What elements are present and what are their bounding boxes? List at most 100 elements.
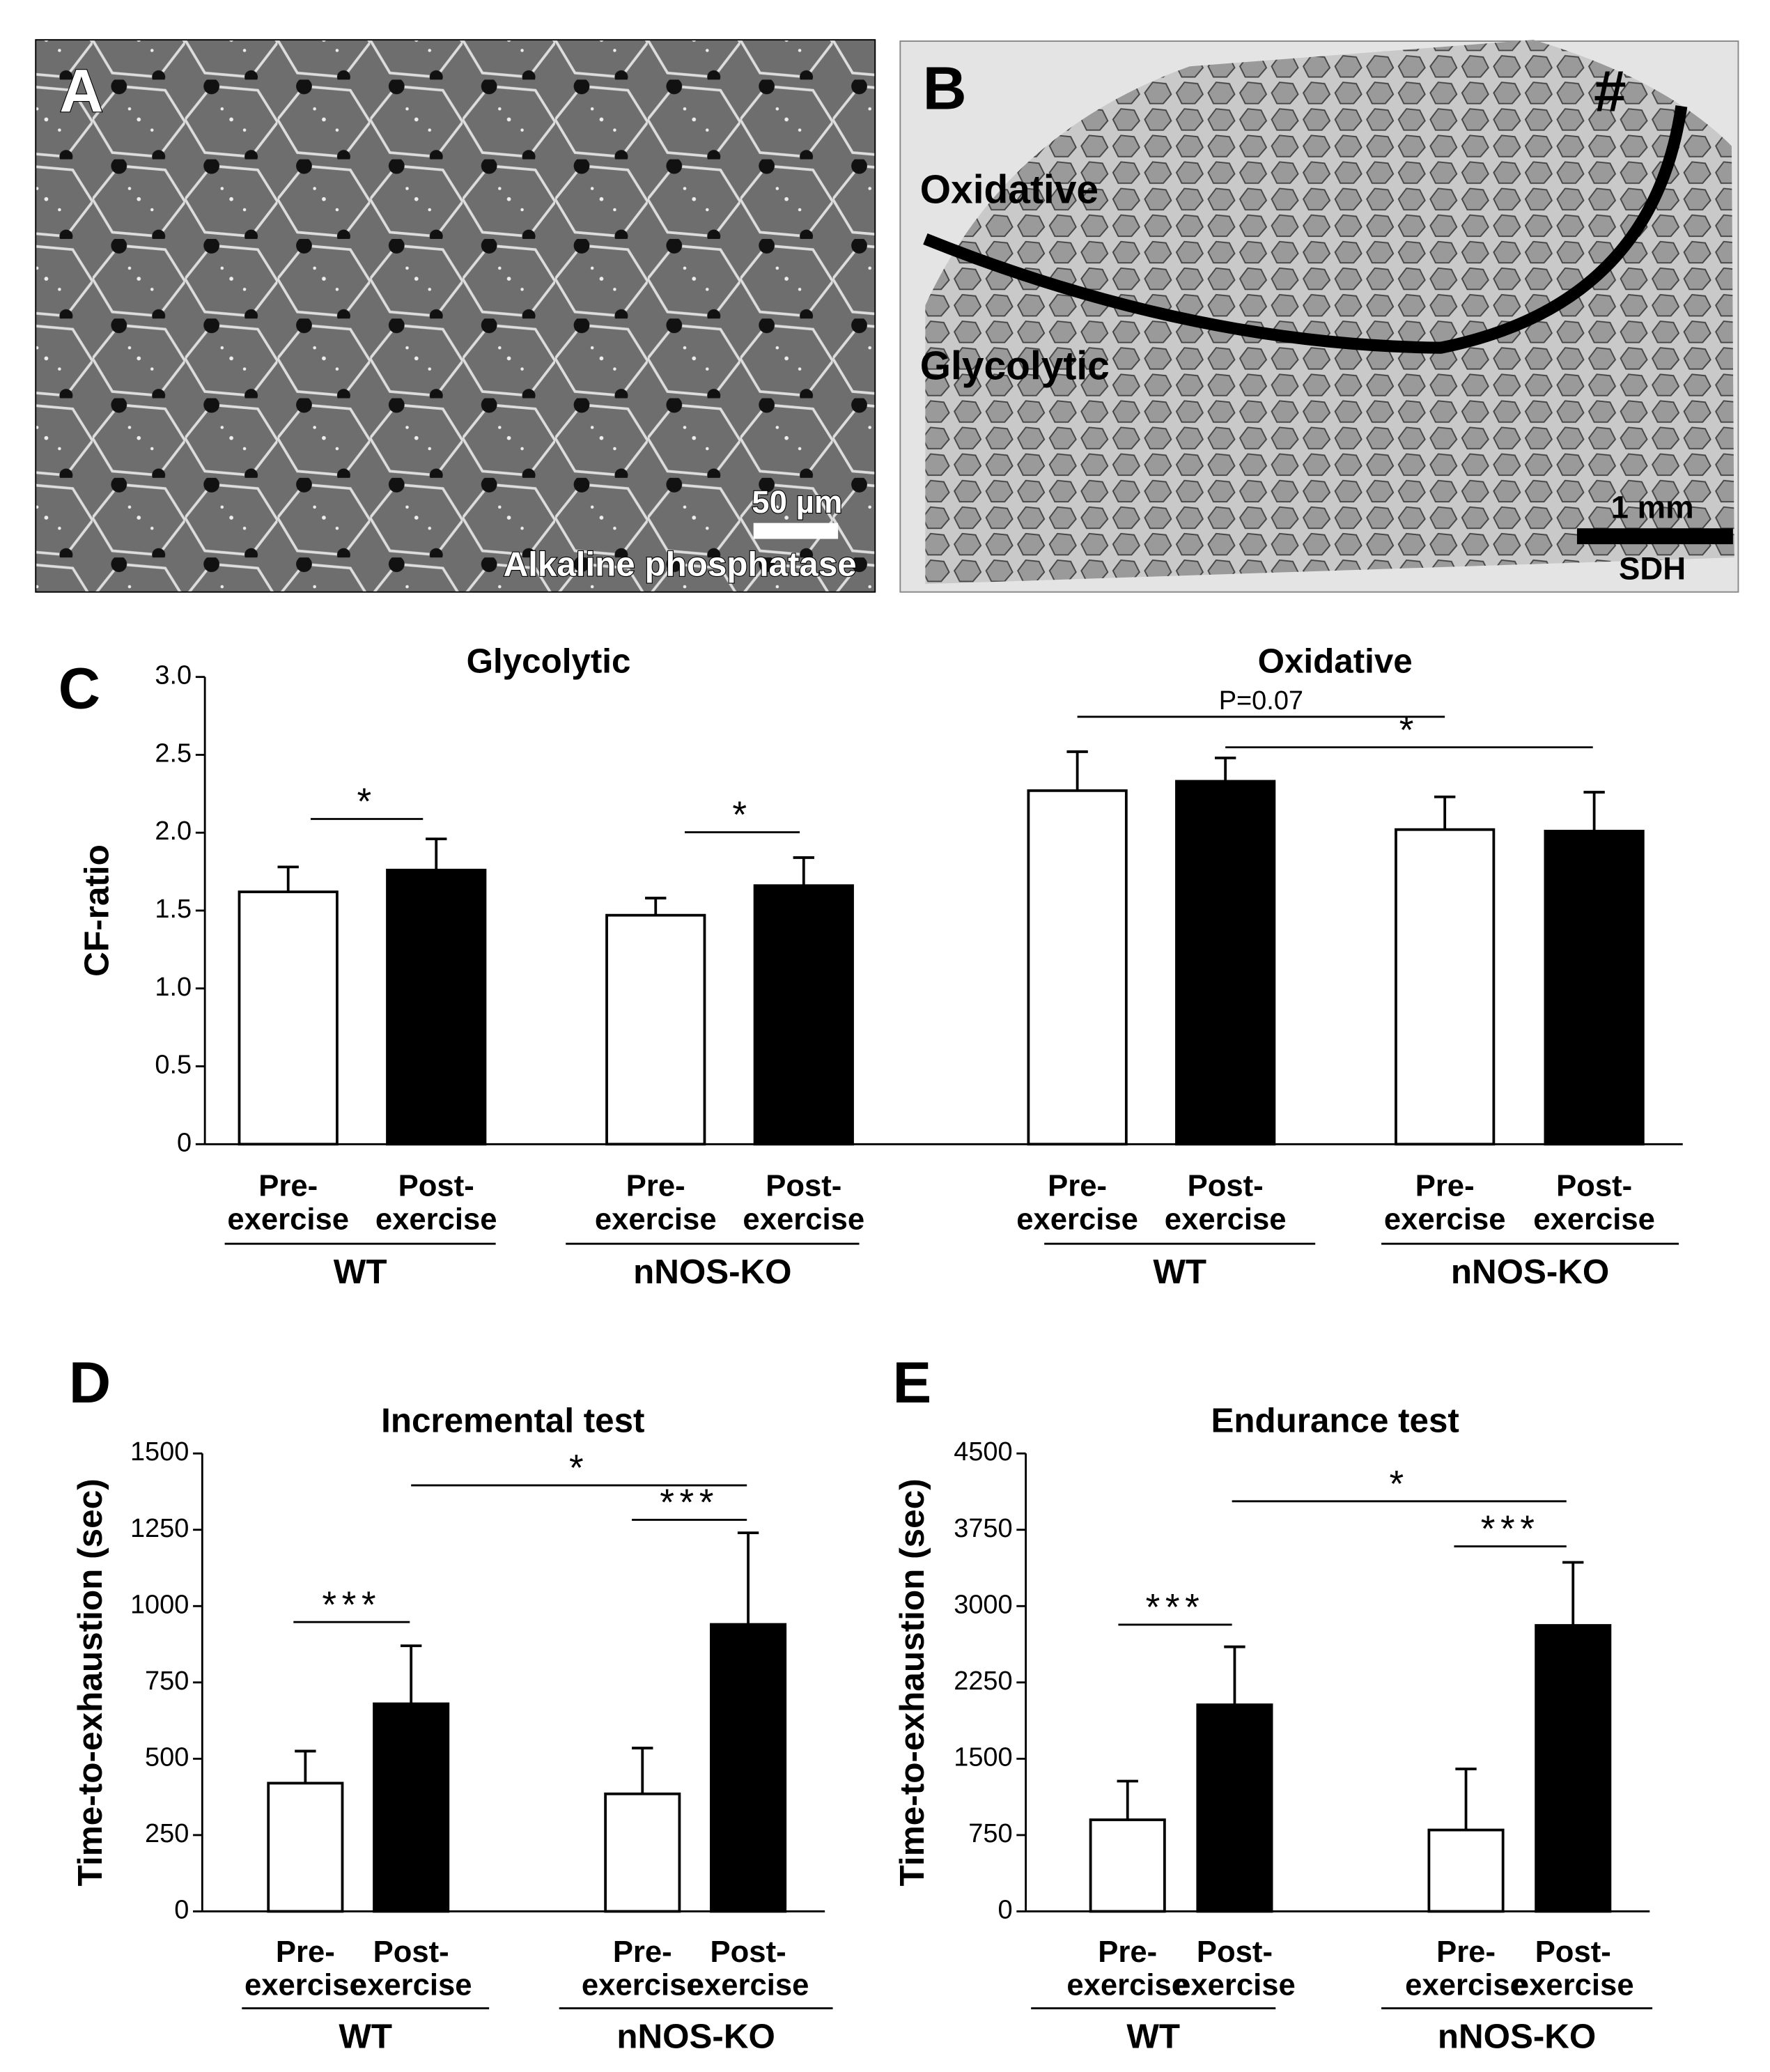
region-boundary bbox=[923, 105, 1688, 354]
significance-label: * bbox=[1399, 710, 1419, 751]
y-tick-label: 0 bbox=[174, 1895, 189, 1924]
y-tick-label: 1500 bbox=[954, 1742, 1012, 1772]
y-tick-label: 2.0 bbox=[155, 817, 192, 846]
x-tick-label: Pre- bbox=[1436, 1935, 1496, 1969]
x-tick-label: exercise bbox=[1066, 1968, 1188, 2002]
bar bbox=[1395, 828, 1496, 1146]
significance-label: P=0.07 bbox=[1219, 686, 1303, 716]
panel-label: E bbox=[893, 1350, 932, 1415]
x-tick-label: exercise bbox=[227, 1202, 349, 1236]
y-tick-label: 4500 bbox=[954, 1437, 1012, 1467]
bar bbox=[1089, 1818, 1166, 1913]
panel-label: C bbox=[59, 655, 100, 720]
x-tick-label: exercise bbox=[1533, 1202, 1655, 1236]
chart-title: Endurance test bbox=[1211, 1401, 1459, 1439]
y-tick-label: 1.0 bbox=[155, 973, 192, 1002]
x-tick-label: exercise bbox=[595, 1202, 717, 1236]
y-tick-label: 250 bbox=[145, 1819, 189, 1848]
y-tick-label: 750 bbox=[145, 1667, 189, 1696]
x-tick-label: exercise bbox=[350, 1968, 472, 2002]
x-tick-label: exercise bbox=[1405, 1968, 1527, 2002]
scale-bar bbox=[1576, 528, 1733, 545]
y-axis-label: Time-to-exhaustion (sec) bbox=[71, 1478, 109, 1886]
scale-label: 50 µm bbox=[752, 484, 842, 520]
bar bbox=[386, 868, 487, 1146]
group-label: nNOS-KO bbox=[1451, 1253, 1609, 1291]
region-label: Glycolytic bbox=[920, 344, 1110, 389]
region-label: Oxidative bbox=[920, 167, 1099, 212]
significance-label: *** bbox=[322, 1584, 381, 1625]
y-tick-label: 1000 bbox=[130, 1590, 189, 1619]
x-tick-label: Pre- bbox=[1415, 1169, 1475, 1203]
x-tick-label: Pre- bbox=[626, 1169, 685, 1203]
bar bbox=[605, 913, 706, 1146]
x-tick-label: Pre- bbox=[276, 1935, 335, 1969]
significance-label: *** bbox=[660, 1482, 719, 1523]
bar bbox=[753, 884, 854, 1146]
group-label: nNOS-KO bbox=[616, 2017, 775, 2055]
y-tick-label: 500 bbox=[145, 1742, 189, 1772]
y-tick-label: 2.5 bbox=[155, 739, 192, 768]
y-tick-label: 0 bbox=[177, 1128, 192, 1157]
x-tick-label: Pre- bbox=[1048, 1169, 1107, 1203]
scale-bar bbox=[753, 523, 839, 539]
y-tick-label: 2250 bbox=[954, 1667, 1012, 1696]
y-axis-label: CF-ratio bbox=[77, 844, 116, 977]
y-tick-label: 3750 bbox=[954, 1514, 1012, 1543]
bar bbox=[1535, 1624, 1612, 1913]
group-label: WT bbox=[339, 2017, 392, 2055]
x-tick-label: Pre- bbox=[613, 1935, 672, 1969]
group-label: WT bbox=[1153, 1253, 1206, 1291]
bar bbox=[1027, 789, 1128, 1146]
y-tick-label: 1500 bbox=[130, 1437, 189, 1467]
x-tick-label: exercise bbox=[1165, 1202, 1287, 1236]
panel-b: B # Oxidative Glycolytic 1 mm SDH bbox=[899, 40, 1739, 593]
scale-label: 1 mm bbox=[1611, 490, 1694, 525]
section-title: Oxidative bbox=[1258, 642, 1413, 681]
significance-label: * bbox=[357, 782, 376, 823]
significance-label: *** bbox=[1146, 1587, 1205, 1628]
x-tick-label: Post- bbox=[766, 1169, 841, 1203]
y-tick-label: 3000 bbox=[954, 1590, 1012, 1619]
bar bbox=[1175, 780, 1276, 1146]
muscle-section bbox=[925, 40, 1734, 585]
marker: # bbox=[1594, 58, 1626, 123]
bar bbox=[1544, 830, 1645, 1146]
bar bbox=[373, 1702, 450, 1913]
group-label: WT bbox=[1126, 2017, 1180, 2055]
x-tick-label: Post- bbox=[1188, 1169, 1264, 1203]
panel-a: A 50 µm Alkaline phosphatase bbox=[35, 39, 876, 593]
bar bbox=[604, 1792, 681, 1913]
x-tick-label: exercise bbox=[375, 1202, 497, 1236]
stain-label: SDH bbox=[1619, 550, 1686, 586]
x-tick-label: Post- bbox=[1556, 1169, 1632, 1203]
y-axis-label: Time-to-exhaustion (sec) bbox=[893, 1478, 931, 1886]
significance-label: * bbox=[1390, 1464, 1409, 1505]
x-tick-label: exercise bbox=[1512, 1968, 1634, 2002]
bar bbox=[1427, 1828, 1505, 1913]
x-tick-label: Post- bbox=[711, 1935, 786, 1969]
bar bbox=[710, 1623, 787, 1913]
x-tick-label: Post- bbox=[398, 1169, 474, 1203]
y-tick-label: 1.5 bbox=[155, 895, 192, 924]
bar bbox=[238, 890, 339, 1146]
x-tick-label: exercise bbox=[1016, 1202, 1138, 1236]
y-tick-label: 0 bbox=[998, 1895, 1013, 1924]
x-tick-label: Post- bbox=[1535, 1935, 1611, 1969]
x-tick-label: Pre- bbox=[1098, 1935, 1157, 1969]
x-tick-label: exercise bbox=[582, 1968, 704, 2002]
y-tick-label: 3.0 bbox=[155, 661, 192, 690]
chart-title: Incremental test bbox=[381, 1401, 644, 1439]
group-label: nNOS-KO bbox=[633, 1253, 791, 1291]
x-tick-label: exercise bbox=[743, 1202, 864, 1236]
stain-label: Alkaline phosphatase bbox=[504, 546, 857, 584]
bar bbox=[1196, 1703, 1273, 1913]
significance-label: * bbox=[732, 795, 752, 836]
significance-label: *** bbox=[1481, 1509, 1540, 1550]
group-label: nNOS-KO bbox=[1438, 2017, 1596, 2055]
x-tick-label: exercise bbox=[244, 1968, 366, 2002]
x-tick-label: exercise bbox=[688, 1968, 809, 2002]
x-tick-label: exercise bbox=[1174, 1968, 1296, 2002]
y-tick-label: 0.5 bbox=[155, 1051, 192, 1080]
